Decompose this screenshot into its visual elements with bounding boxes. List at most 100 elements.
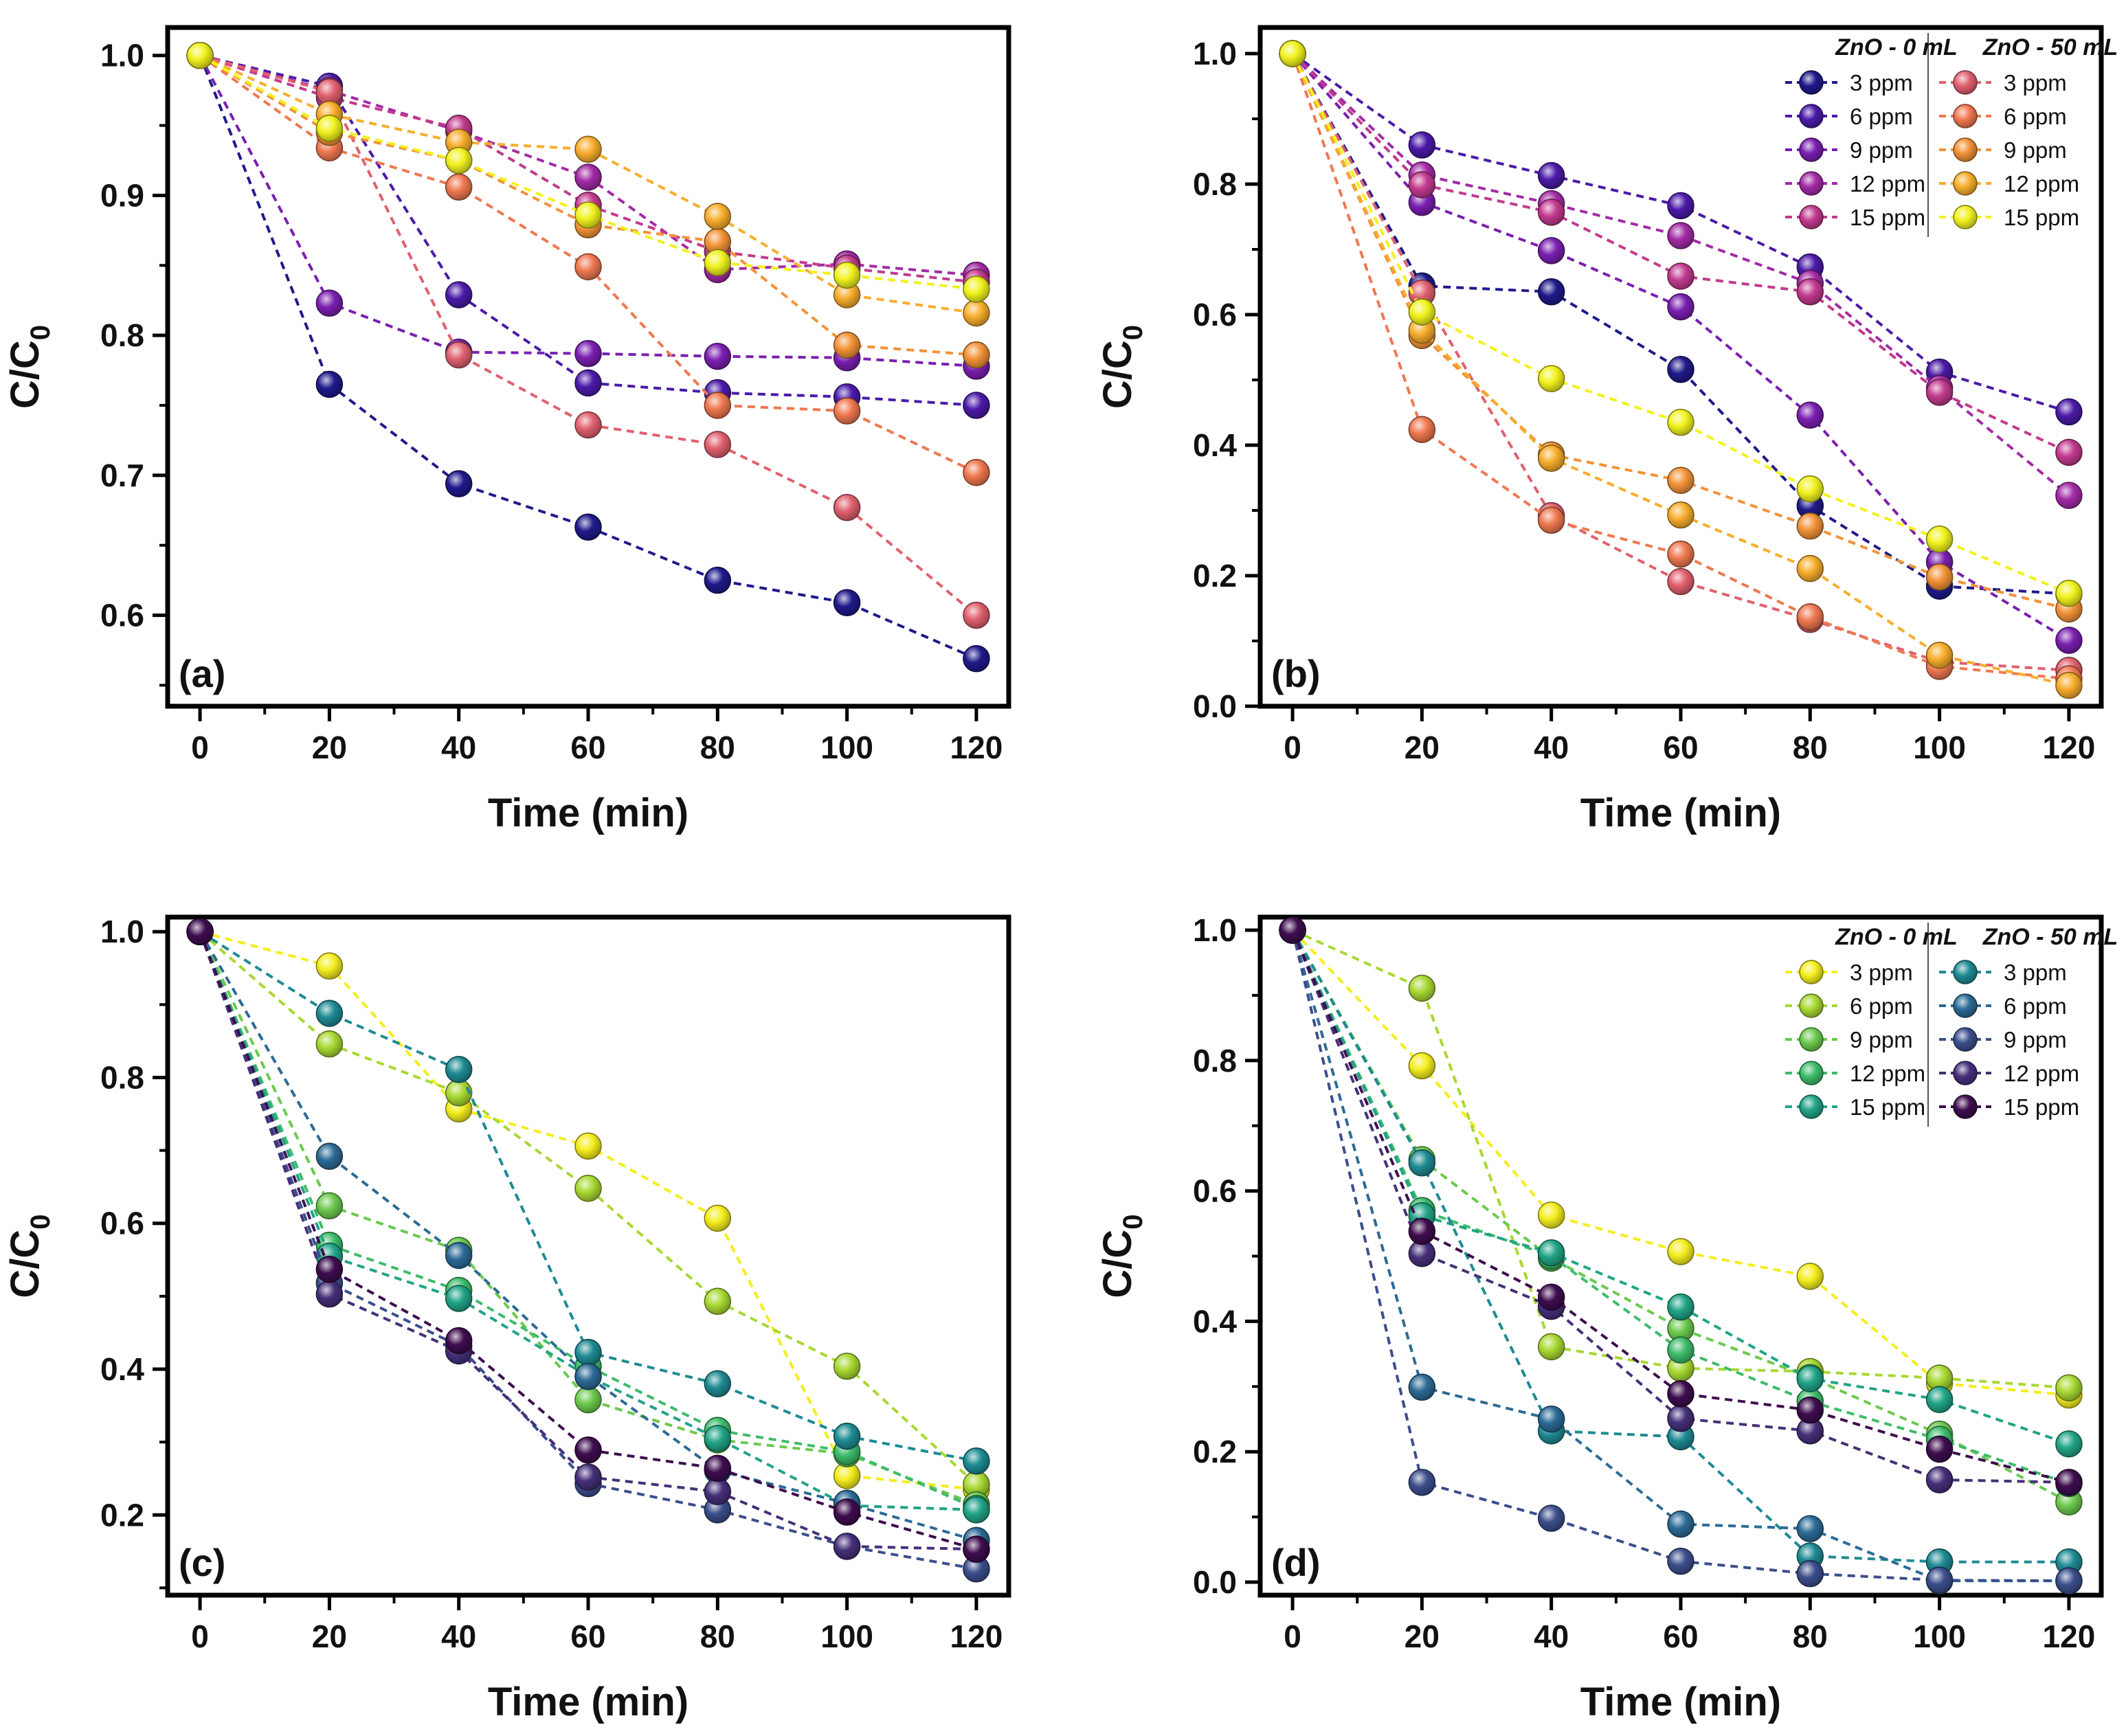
data-point (833, 331, 861, 359)
data-point (574, 201, 602, 229)
x-axis-title: Time (min) (1580, 791, 1781, 835)
x-tick-label: 120 (950, 1619, 1003, 1654)
data-point (315, 370, 344, 398)
data-point (1796, 401, 1824, 429)
data-point (2055, 579, 2083, 607)
data-point (1408, 298, 1436, 326)
data-point (1537, 278, 1565, 306)
legend-label: 6 ppm (2004, 993, 2067, 1019)
legend-group-title: ZnO - 0 mL (1835, 34, 1958, 60)
legend-label: 15 ppm (1850, 1094, 1925, 1120)
data-point (833, 397, 861, 425)
data-point (704, 1370, 732, 1397)
y-tick-label: 0.0 (1193, 688, 1237, 724)
series-zno-0-ml-3-ppm (186, 918, 990, 1503)
data-point (1925, 1466, 1954, 1493)
legend-label: 12 ppm (1850, 1061, 1925, 1086)
legend-label: 3 ppm (2004, 960, 2067, 985)
y-tick-label: 0.6 (100, 1206, 144, 1241)
y-axis-title: C/C0 (3, 1214, 56, 1298)
data-point (315, 1030, 344, 1058)
y-tick-label: 0.8 (100, 317, 144, 353)
legend-entry: 9 ppm (1939, 1027, 2067, 1052)
data-point (963, 392, 990, 419)
legend-entry: 15 ppm (1785, 1094, 1925, 1120)
legend-entry: 9 ppm (1939, 137, 2067, 163)
data-point (704, 203, 732, 230)
data-point (315, 289, 344, 317)
x-tick-label: 80 (700, 1619, 735, 1654)
y-tick-label: 0.8 (1193, 166, 1237, 202)
data-point (1667, 1336, 1694, 1364)
legend-swatch-marker (1799, 993, 1824, 1018)
data-point (574, 1338, 602, 1366)
legend-swatch-marker (1799, 1061, 1824, 1085)
data-point (963, 1447, 990, 1475)
x-tick-label: 100 (1913, 730, 1966, 765)
data-point (445, 341, 473, 369)
data-point (1537, 506, 1565, 534)
series-zno-0-ml-15-ppm (186, 918, 990, 1524)
legend-swatch-marker (1953, 137, 1978, 162)
x-tick-label: 120 (2043, 1619, 2096, 1654)
series-zno-0-ml-9-ppm (186, 918, 990, 1519)
y-axis-title: C/C0 (1095, 1214, 1148, 1298)
data-point (2055, 1567, 2083, 1594)
data-point (1667, 262, 1694, 290)
series-line (199, 931, 977, 1507)
x-tick-label: 20 (1405, 730, 1440, 765)
y-tick-label: 0.8 (1193, 1043, 1237, 1079)
data-point (1925, 1566, 1954, 1594)
data-point (186, 41, 214, 69)
data-point (574, 164, 602, 191)
data-point (1667, 1510, 1694, 1538)
y-tick-label: 0.2 (1193, 558, 1237, 594)
x-tick-label: 120 (2043, 730, 2096, 765)
y-tick-label: 1.0 (100, 38, 144, 74)
data-point (704, 1287, 732, 1316)
legend-swatch-marker (1799, 171, 1824, 196)
data-point (1925, 642, 1954, 669)
data-point (1796, 278, 1824, 306)
x-tick-label: 80 (700, 730, 735, 765)
data-point (315, 114, 344, 142)
data-point (1667, 1405, 1694, 1432)
y-tick-label: 0.4 (1193, 427, 1237, 463)
legend-swatch-marker (1953, 960, 1978, 984)
x-tick-label: 120 (950, 730, 1003, 765)
data-point (1537, 161, 1565, 190)
x-tick-label: 20 (312, 1619, 347, 1654)
data-point (574, 411, 602, 439)
y-tick-label: 0.6 (1193, 1173, 1237, 1209)
legend-entry: 3 ppm (1939, 960, 2067, 985)
legend-label: 3 ppm (1850, 960, 1913, 985)
data-point (574, 1132, 602, 1160)
data-point (2055, 1374, 2083, 1401)
data-point (1279, 40, 1306, 67)
data-point (1796, 512, 1824, 540)
data-point (574, 1362, 602, 1390)
x-tick-label: 80 (1793, 730, 1828, 765)
x-tick-label: 0 (1284, 730, 1301, 765)
data-point (1796, 475, 1824, 503)
legend-swatch-marker (1799, 1027, 1824, 1052)
data-point (1667, 567, 1694, 596)
legend-swatch-marker (1953, 1061, 1978, 1085)
panel-label: (a) (179, 652, 225, 695)
data-point (1537, 1201, 1565, 1229)
legend-entry: 6 ppm (1939, 104, 2067, 129)
legend-group-title: ZnO - 50 mL (1982, 924, 2118, 950)
x-tick-label: 0 (191, 730, 209, 765)
data-point (1667, 293, 1694, 321)
data-point (1667, 222, 1694, 249)
panel-a: 0 20 40 60 80 100 120 0.6 0.7 0.8 0.9 1.0 Time (min)… (3, 25, 1011, 835)
data-point (704, 1454, 732, 1483)
x-tick-label: 60 (1663, 1619, 1698, 1654)
data-point (2055, 1469, 2083, 1496)
legend-entry: 12 ppm (1785, 1061, 1925, 1086)
x-tick-label: 20 (1405, 1619, 1440, 1654)
data-point (445, 1241, 473, 1270)
data-point (1408, 1217, 1436, 1245)
legend-entry: 15 ppm (1785, 205, 1925, 230)
y-axis-title: C/C0 (1095, 325, 1148, 409)
